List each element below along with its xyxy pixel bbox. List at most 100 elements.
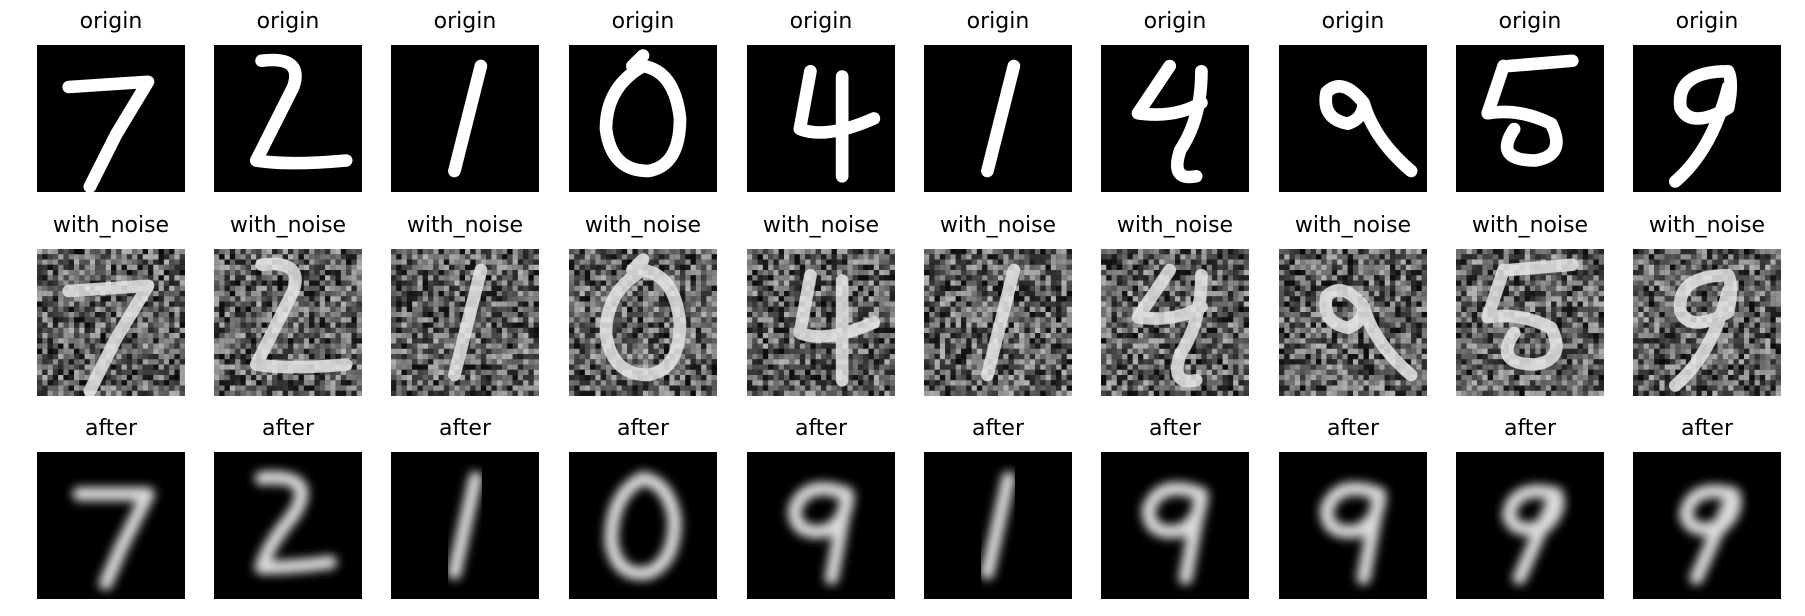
digit-image	[1101, 45, 1249, 192]
panel-title: origin	[611, 9, 675, 34]
digit-stroke	[447, 471, 483, 580]
digit-5-icon	[1456, 249, 1604, 396]
panel-title: after	[261, 416, 315, 441]
digit-9-icon	[1279, 452, 1427, 599]
panel-title: with_noise	[762, 213, 880, 238]
panel-title: after	[971, 416, 1025, 441]
panel-title: origin	[1321, 9, 1385, 34]
panel-title: origin	[256, 9, 320, 34]
digit-stroke	[599, 253, 687, 382]
digit-image	[37, 249, 185, 396]
panel-title: with_noise	[406, 213, 524, 238]
panel-title: with_noise	[229, 213, 347, 238]
digit-image	[391, 249, 539, 396]
digit-image	[569, 452, 717, 599]
digit-stroke	[1319, 284, 1418, 382]
digit-9-icon	[1633, 249, 1781, 396]
noise-layer	[391, 249, 539, 396]
digit-stroke	[1481, 258, 1579, 371]
panel-title: after	[616, 416, 670, 441]
panel-title: after	[1503, 416, 1557, 441]
digit-1-icon	[391, 249, 539, 396]
panel-title: origin	[433, 9, 497, 34]
digit-stroke	[1319, 481, 1387, 585]
digit-image	[924, 45, 1072, 192]
digit-4-icon	[1101, 249, 1249, 396]
digit-image	[1633, 249, 1781, 396]
digit-stroke	[1501, 484, 1565, 585]
panel-title: with_noise	[1294, 213, 1412, 238]
digit-4-icon	[747, 249, 895, 396]
digit-stroke	[254, 470, 338, 575]
panel-title: with_noise	[52, 213, 170, 238]
digit-stroke	[604, 471, 682, 581]
digit-2-icon	[214, 45, 362, 192]
digit-stroke	[448, 59, 488, 178]
noise-layer	[1279, 249, 1427, 396]
panel-title: after	[84, 416, 138, 441]
digit-image	[37, 452, 185, 599]
digit-image	[1456, 45, 1604, 192]
panel-title: after	[1148, 416, 1202, 441]
digit-image	[569, 45, 717, 192]
digit-stroke	[1668, 64, 1738, 188]
digit-7-icon	[37, 45, 185, 192]
digit-2-icon	[214, 452, 362, 599]
digit-stroke	[1131, 263, 1208, 388]
panel-title: after	[794, 416, 848, 441]
digit-image	[1279, 452, 1427, 599]
digit-stroke	[1678, 484, 1742, 585]
digit-stroke	[62, 279, 155, 396]
digit-1-icon	[924, 45, 1072, 192]
digit-image	[214, 45, 362, 192]
digit-9-icon	[1456, 452, 1604, 599]
digit-stroke	[62, 75, 155, 192]
digit-stroke	[981, 59, 1021, 178]
panel-title: with_noise	[1648, 213, 1766, 238]
digit-image	[924, 452, 1072, 599]
digit-stroke	[448, 263, 488, 382]
digit-image	[214, 452, 362, 599]
digit-2-icon	[214, 249, 362, 396]
panel-title: origin	[79, 9, 143, 34]
digit-image	[1101, 249, 1249, 396]
panel-title: after	[1326, 416, 1380, 441]
digit-stroke	[249, 53, 353, 170]
digit-4-icon	[747, 45, 895, 192]
digit-image	[1456, 452, 1604, 599]
digit-image	[391, 45, 539, 192]
digit-1-icon	[391, 45, 539, 192]
digit-7-icon	[37, 452, 185, 599]
panel-title: origin	[789, 9, 853, 34]
digit-image	[747, 452, 895, 599]
digit-image	[1456, 249, 1604, 396]
panel-title: with_noise	[939, 213, 1057, 238]
panel-title: after	[1680, 416, 1734, 441]
digit-9-icon	[1633, 452, 1781, 599]
digit-stroke	[1668, 268, 1738, 392]
noise-layer	[1633, 249, 1781, 396]
digit-image	[1633, 45, 1781, 192]
panel-title: origin	[1675, 9, 1739, 34]
digit-0-icon	[569, 452, 717, 599]
digit-5-icon	[1456, 45, 1604, 192]
digit-image	[569, 249, 717, 396]
digit-stroke	[1319, 80, 1418, 178]
digit-stroke	[1131, 59, 1208, 184]
panel-title: with_noise	[584, 213, 702, 238]
digit-stroke	[980, 471, 1016, 580]
digit-stroke	[599, 49, 687, 178]
digit-1-icon	[924, 249, 1072, 396]
digit-9-icon	[747, 452, 895, 599]
digit-0-icon	[569, 249, 717, 396]
digit-image	[1101, 452, 1249, 599]
digit-stroke	[793, 268, 881, 387]
digit-image	[1279, 45, 1427, 192]
digit-image	[1633, 452, 1781, 599]
digit-stroke	[793, 64, 881, 183]
digit-image	[747, 45, 895, 192]
digit-9-icon	[1279, 45, 1427, 192]
digit-1-icon	[924, 452, 1072, 599]
panel-title: origin	[966, 9, 1030, 34]
